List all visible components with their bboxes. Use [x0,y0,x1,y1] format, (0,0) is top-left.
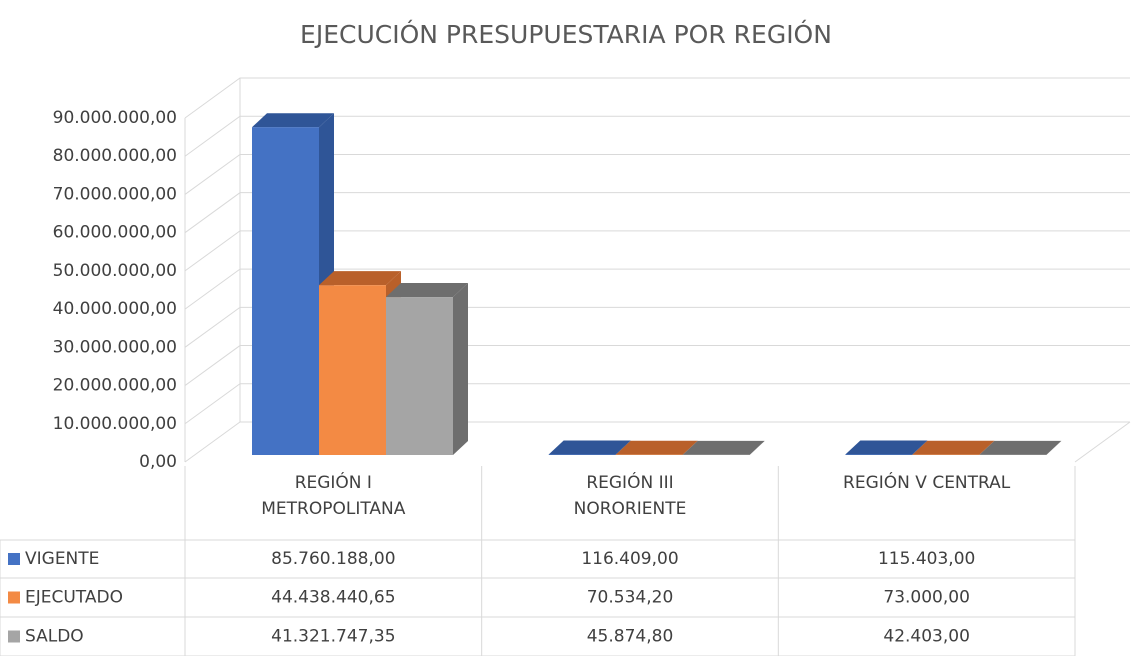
bar-top [979,440,1062,455]
value-label: 115.403,00 [878,549,975,569]
value-label: 41.321.747,35 [271,627,395,647]
floor-edge [1074,421,1131,463]
value-label: 70.534,20 [587,588,674,608]
grid-line [184,115,1130,157]
grid-line [184,268,1130,310]
value-label: 45.874,80 [587,627,674,647]
bar-top [386,283,468,298]
bar-side [1046,440,1062,455]
legend-swatch [8,630,20,643]
bar [979,440,1062,455]
value-label: 42.403,00 [883,627,970,647]
category-cell: REGIÓN I METROPOLITANA [261,473,406,519]
value-label: 116.409,00 [581,549,678,569]
grid-line [184,153,1130,195]
y-tick-label: 60.000.000,00 [53,223,177,243]
y-tick-label: 30.000.000,00 [53,337,177,357]
legend-swatch [8,591,20,604]
category-cell: REGIÓN III NORORIENTE [573,473,687,519]
y-tick-label: 80.000.000,00 [53,146,177,166]
bar-side [453,283,468,455]
bar [682,440,765,455]
bar [386,283,468,455]
y-tick-label: 10.000.000,00 [53,414,177,434]
grid-line [184,230,1130,272]
x-tick-label: REGIÓN I METROPOLITANA [261,473,406,519]
x-tick-label: REGIÓN V CENTRAL [843,473,1011,493]
bar-top [319,271,401,286]
y-tick-label: 50.000.000,00 [53,261,177,281]
value-label: 44.438.440,65 [271,588,395,608]
value-label: 73.000,00 [883,588,970,608]
grid-line [184,421,1130,463]
grid-line [184,345,1130,386]
y-tick-label: 20.000.000,00 [53,376,177,396]
bar-top [252,113,334,128]
y-tick-label: 40.000.000,00 [53,299,177,319]
bar-front [386,297,453,455]
grid-line [184,306,1130,348]
grid-line [184,383,1130,425]
legend-swatch [8,553,20,565]
bar-top [615,440,698,455]
bar-top [845,440,928,455]
y-tick-label: 90.000.000,00 [53,108,177,128]
chart-title: EJECUCIÓN PRESUPUESTARIA POR REGIÓN [300,19,832,49]
legend-label: SALDO [25,627,84,647]
bar-top [548,440,631,455]
y-tick-label: 70.000.000,00 [53,184,177,204]
grid-line [184,192,1130,234]
value-label: 85.760.188,00 [271,549,395,569]
x-tick-label: REGIÓN III NORORIENTE [573,473,687,519]
bar-front [319,285,386,455]
bar-side [749,440,765,455]
y-tick-label: 0,00 [139,452,177,472]
bar-top [912,440,995,455]
bar-front [252,127,319,455]
legend-label: VIGENTE [25,549,99,569]
bar-top [682,440,765,455]
legend-label: EJECUTADO [25,588,123,608]
grid-line [184,77,1130,119]
category-cell: REGIÓN V CENTRAL [843,473,1011,493]
